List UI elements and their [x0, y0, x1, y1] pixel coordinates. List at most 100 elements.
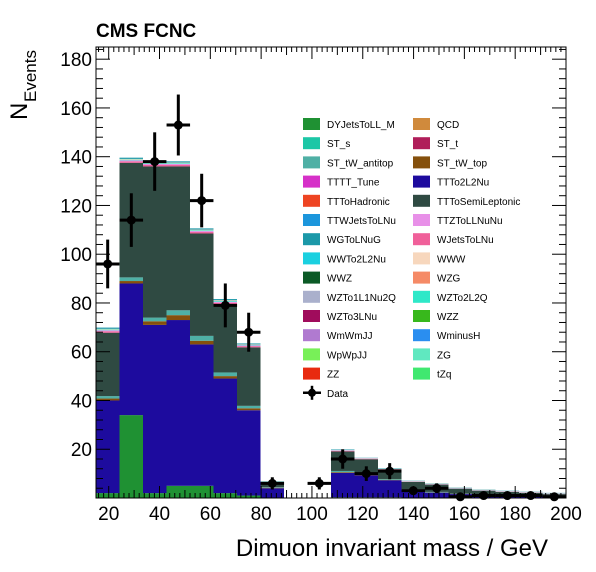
- legend-entry-data: Data: [303, 385, 349, 400]
- legend-label: WWZ: [327, 274, 352, 285]
- bar-ttto2l2nu-bin-7: [260, 488, 284, 498]
- y-tick-label: 140: [60, 148, 92, 169]
- x-axis-title: Dimuon invariant mass / GeV: [236, 535, 548, 562]
- legend-label: Data: [327, 389, 349, 400]
- bar-st-tw-top-bin-10: [331, 472, 355, 473]
- data-marker: [197, 196, 207, 206]
- bar-tttosemileptonic-bin-5: [213, 304, 237, 373]
- data-marker: [361, 469, 371, 479]
- legend-swatch: [413, 310, 430, 322]
- x-tick-label: 60: [200, 504, 221, 525]
- bar-st-tw-top-bin-2: [143, 321, 167, 325]
- legend-label: TTWJetsToLNu: [327, 216, 396, 227]
- legend-swatch: [303, 252, 320, 265]
- bar-ttto2l2nu-bin-3: [166, 320, 190, 486]
- legend-label: ST_tW_top: [437, 158, 487, 169]
- bar-st-tw-antitop-bin-10: [331, 470, 355, 473]
- data-point: [330, 449, 355, 469]
- legend-entry: WmWmJJ: [303, 329, 373, 342]
- data-marker: [479, 491, 489, 501]
- data-marker: [338, 454, 348, 464]
- legend-label: DYJetsToLL_M: [327, 120, 395, 131]
- legend-entry: DYJetsToLL_M: [303, 118, 395, 131]
- legend-swatch: [413, 118, 430, 130]
- data-marker: [314, 478, 324, 488]
- legend-swatch: [303, 290, 320, 303]
- x-tick-label: 100: [296, 504, 328, 525]
- bar-ttto2l2nu-bin-6: [237, 410, 261, 496]
- x-tick-label: 80: [251, 504, 272, 525]
- legend-swatch: [303, 175, 320, 188]
- legend-label: WmWmJJ: [327, 331, 373, 342]
- bar-tttosemileptonic-bin-2: [143, 166, 167, 318]
- legend-data-marker: [308, 388, 316, 397]
- legend-label: ST_t: [437, 139, 458, 150]
- bar-ttztollnunu-bin-0: [96, 330, 120, 332]
- legend-label: WZTo1L1Nu2Q: [327, 293, 396, 304]
- legend-label: WZTo3LNu: [327, 312, 377, 323]
- legend-swatch: [303, 156, 320, 169]
- legend-swatch: [303, 214, 320, 226]
- legend-label: WZZ: [437, 312, 459, 323]
- legend-entry: WminusH: [413, 329, 480, 342]
- bar-www-bin-4: [190, 229, 214, 231]
- bar-st-tw-top-bin-3: [166, 315, 190, 321]
- legend-entry: WZTo3LNu: [303, 310, 377, 323]
- bar-ttto2l2nu-bin-14: [425, 492, 449, 498]
- bar-wzto2l2q-bin-0: [96, 329, 120, 331]
- legend-entry: TTTo2L2Nu: [413, 175, 489, 189]
- data-point: [377, 463, 402, 480]
- bar-www-bin-1: [119, 158, 143, 160]
- bar-wgtolnug-bin-3: [166, 161, 190, 163]
- data-marker: [150, 157, 160, 167]
- legend-label: WpWpJJ: [327, 350, 367, 361]
- data-point: [236, 312, 261, 352]
- legend-label: ZG: [437, 350, 451, 361]
- bar-tttosemileptonic-bin-15: [448, 488, 472, 494]
- legend-swatch: [303, 348, 320, 361]
- bar-st-tw-antitop-bin-12: [378, 478, 402, 480]
- legend-label: WJetsToLNu: [437, 235, 494, 246]
- legend-swatch: [413, 156, 430, 169]
- y-tick-label: 100: [60, 245, 92, 266]
- bar-www-bin-3: [166, 162, 190, 164]
- legend-swatch: [413, 252, 430, 265]
- bar-ttztollnunu-bin-3: [166, 164, 190, 165]
- y-tick-label: 120: [60, 196, 92, 217]
- data-marker: [455, 492, 465, 502]
- bar-ttto2l2nu-bin-1: [119, 283, 143, 416]
- legend-label: ST_s: [327, 139, 350, 150]
- legend-entry: TTToHadronic: [303, 194, 390, 208]
- legend-entry: TTZToLLNuNu: [413, 214, 503, 227]
- bar-ttto2l2nu-bin-4: [190, 344, 214, 486]
- legend-entry: WpWpJJ: [303, 348, 367, 361]
- x-tick-label: 40: [149, 504, 170, 525]
- bar-ttto2l2nu-bin-0: [96, 400, 120, 494]
- bar-wgtolnug-bin-4: [190, 228, 214, 230]
- y-tick-label: 80: [71, 294, 92, 315]
- bar-www-bin-0: [96, 328, 120, 330]
- legend-swatch: [413, 348, 430, 361]
- bar-st-tw-antitop-bin-0: [96, 396, 120, 399]
- legend-swatch: [303, 118, 320, 130]
- bar-wjetstolnu-bin-1: [119, 161, 143, 163]
- data-marker: [220, 300, 230, 310]
- x-tick-label: 140: [398, 504, 430, 525]
- chart-title: CMS FCNC: [96, 21, 197, 42]
- legend-label: QCD: [437, 120, 459, 131]
- legend-swatch: [413, 175, 430, 188]
- legend-swatch: [413, 329, 430, 342]
- bar-st-tw-antitop-bin-2: [143, 317, 167, 322]
- x-tick-label: 20: [98, 504, 119, 525]
- legend-entry: ZG: [413, 348, 451, 361]
- legend-label: ST_tW_antitop: [327, 158, 394, 169]
- plot-frame: [95, 46, 567, 499]
- bar-dyjetstoll-m-bin-4: [190, 485, 214, 498]
- legend-entry: WZTo2L2Q: [413, 290, 488, 304]
- bar-wgtolnug-bin-1: [119, 157, 143, 159]
- bar-st-tw-antitop-bin-4: [190, 335, 214, 341]
- legend-entry: ST_tW_top: [413, 156, 487, 169]
- bar-ttto2l2nu-bin-12: [378, 480, 402, 498]
- legend-swatch: [413, 233, 430, 246]
